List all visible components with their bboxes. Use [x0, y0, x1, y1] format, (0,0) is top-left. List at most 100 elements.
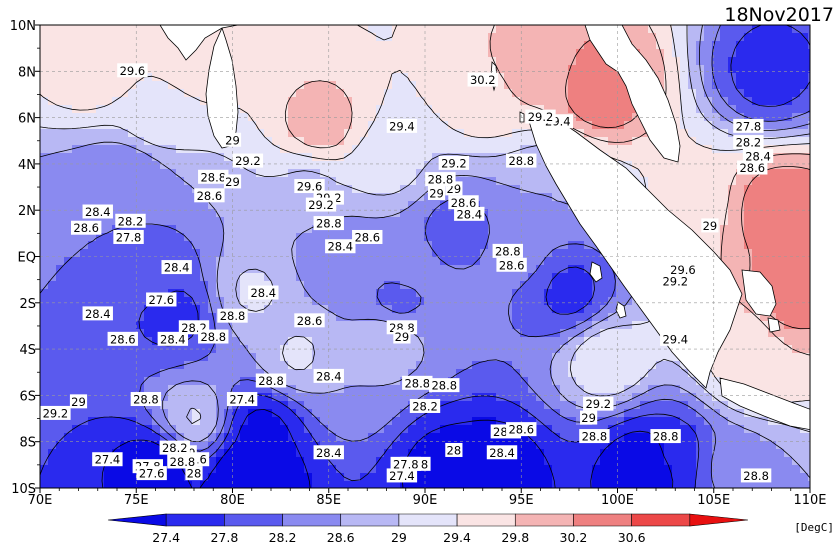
sst-cell — [496, 353, 505, 362]
sst-cell — [232, 65, 241, 74]
sst-cell — [320, 257, 329, 266]
sst-cell — [432, 297, 441, 306]
sst-cell — [136, 305, 145, 314]
sst-cell — [328, 169, 337, 178]
sst-cell — [104, 193, 113, 202]
sst-cell — [160, 57, 169, 66]
sst-cell — [416, 257, 425, 266]
sst-cell — [584, 313, 593, 322]
sst-cell — [376, 289, 385, 298]
sst-cell — [48, 401, 57, 410]
sst-cell — [40, 321, 49, 330]
sst-cell — [608, 305, 617, 314]
sst-cell — [496, 97, 505, 106]
sst-cell — [536, 377, 545, 386]
sst-cell — [760, 353, 769, 362]
sst-cell — [672, 33, 681, 42]
sst-cell — [560, 65, 569, 74]
sst-cell — [680, 369, 689, 378]
sst-cell — [56, 281, 65, 290]
sst-cell — [160, 377, 169, 386]
sst-cell — [88, 129, 97, 138]
sst-cell — [568, 249, 577, 258]
sst-cell — [104, 57, 113, 66]
sst-cell — [808, 289, 810, 298]
sst-cell — [544, 385, 553, 394]
sst-cell — [448, 241, 457, 250]
sst-cell — [736, 417, 745, 426]
sst-cell — [48, 105, 57, 114]
sst-cell — [192, 209, 201, 218]
sst-cell — [776, 257, 785, 266]
sst-cell — [424, 345, 433, 354]
sst-cell — [344, 433, 353, 442]
sst-cell — [136, 41, 145, 50]
sst-cell — [144, 409, 153, 418]
sst-cell — [384, 153, 393, 162]
sst-cell — [504, 385, 513, 394]
sst-cell — [512, 353, 521, 362]
sst-cell — [344, 265, 353, 274]
sst-cell — [432, 409, 441, 418]
sst-cell — [280, 249, 289, 258]
sst-cell — [176, 97, 185, 106]
sst-cell — [136, 377, 145, 386]
sst-cell — [408, 281, 417, 290]
sst-cell — [192, 433, 201, 442]
sst-cell — [768, 369, 777, 378]
sst-cell — [672, 185, 681, 194]
sst-cell — [392, 193, 401, 202]
sst-cell — [464, 329, 473, 338]
sst-cell — [224, 257, 233, 266]
sst-cell — [416, 81, 425, 90]
sst-cell — [632, 321, 641, 330]
sst-cell — [112, 89, 121, 98]
sst-cell — [704, 41, 713, 50]
sst-cell — [344, 401, 353, 410]
sst-cell — [392, 105, 401, 114]
sst-cell — [200, 201, 209, 210]
sst-cell — [520, 145, 529, 154]
sst-cell — [160, 249, 169, 258]
sst-cell — [176, 225, 185, 234]
sst-cell — [576, 321, 585, 330]
sst-cell — [416, 417, 425, 426]
sst-cell — [552, 81, 561, 90]
sst-cell — [720, 417, 729, 426]
sst-cell — [488, 153, 497, 162]
sst-cell — [560, 97, 569, 106]
sst-cell — [528, 353, 537, 362]
sst-cell — [128, 281, 137, 290]
sst-cell — [80, 89, 89, 98]
sst-cell — [456, 273, 465, 282]
sst-cell — [472, 33, 481, 42]
sst-cell — [200, 409, 209, 418]
sst-cell — [520, 33, 529, 42]
sst-cell — [792, 297, 801, 306]
sst-cell — [536, 225, 545, 234]
sst-cell — [704, 401, 713, 410]
sst-cell — [80, 81, 89, 90]
sst-cell — [104, 169, 113, 178]
sst-cell — [272, 193, 281, 202]
sst-cell — [624, 289, 633, 298]
sst-cell — [272, 305, 281, 314]
sst-cell — [112, 25, 121, 34]
sst-cell — [80, 353, 89, 362]
sst-cell — [688, 121, 697, 130]
sst-cell — [304, 193, 313, 202]
sst-cell — [176, 169, 185, 178]
sst-cell — [744, 241, 753, 250]
sst-cell — [368, 425, 377, 434]
sst-cell — [800, 161, 809, 170]
sst-cell — [648, 329, 657, 338]
sst-cell — [496, 153, 505, 162]
sst-cell — [136, 345, 145, 354]
sst-cell — [328, 89, 337, 98]
sst-cell — [120, 249, 129, 258]
sst-cell — [544, 105, 553, 114]
sst-cell — [48, 145, 57, 154]
sst-cell — [128, 241, 137, 250]
sst-cell — [464, 33, 473, 42]
sst-cell — [72, 105, 81, 114]
